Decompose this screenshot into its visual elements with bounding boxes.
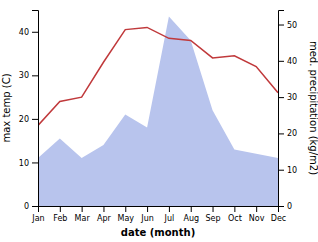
tick-mark — [147, 206, 148, 212]
tick-mark — [32, 162, 38, 163]
tick-label: Jul — [164, 214, 175, 223]
axis-line — [32, 11, 39, 207]
tick-mark — [169, 206, 170, 212]
tick: 0 — [278, 202, 292, 211]
y-axis: 0 10 20 30 40 — [19, 11, 39, 212]
tick-mark — [256, 206, 257, 212]
tick-mark — [125, 206, 126, 212]
tick: Sep — [206, 206, 221, 223]
tick-label: 0 — [287, 202, 292, 211]
tick: Oct — [228, 206, 242, 223]
x-axis-title: date (month) — [121, 227, 195, 238]
tick-label: 40 — [287, 57, 297, 66]
tick-mark — [32, 119, 38, 120]
tick: 30 — [278, 93, 297, 102]
axis-line — [39, 207, 279, 213]
y2-axis: 0 10 20 30 40 50 — [278, 11, 297, 212]
tick-label: 10 — [287, 166, 297, 175]
marks — [38, 17, 278, 206]
tick: Nov — [249, 206, 265, 223]
axis-line — [279, 11, 285, 207]
tick-label: May — [117, 214, 134, 223]
plot: JanFebMarAprMayJunJulAugSepOctNovDec0102… — [19, 11, 297, 223]
tick-mark — [32, 75, 38, 76]
tick: 20 — [19, 115, 38, 124]
precipitation-area — [38, 17, 278, 206]
tick-mark — [234, 206, 235, 212]
tick: 40 — [19, 28, 38, 37]
tick-label: 50 — [287, 21, 297, 30]
tick: Jun — [140, 206, 154, 223]
tick-mark — [82, 206, 83, 212]
tick: 10 — [278, 166, 297, 175]
tick: Dec — [271, 206, 286, 223]
tick-label: Dec — [271, 214, 286, 223]
tick-mark — [278, 25, 284, 26]
tick-label: 30 — [19, 71, 29, 80]
chart: JanFebMarAprMayJunJulAugSepOctNovDec0102… — [0, 0, 318, 242]
tick: 20 — [278, 129, 297, 138]
tick-mark — [278, 97, 284, 98]
tick-label: 10 — [19, 159, 29, 168]
tick-label: Nov — [249, 214, 265, 223]
tick-label: Oct — [228, 214, 242, 223]
tick-label: 20 — [287, 129, 297, 138]
temperature-line — [38, 27, 278, 125]
tick: Mar — [75, 206, 91, 223]
tick-label: Jan — [31, 214, 44, 223]
tick-label: 0 — [24, 202, 29, 211]
tick-label: Aug — [183, 214, 199, 223]
tick-label: Feb — [53, 214, 67, 223]
tick-label: Apr — [97, 214, 112, 223]
tick: 30 — [19, 71, 38, 80]
tick: 50 — [278, 21, 297, 30]
tick-mark — [191, 206, 192, 212]
tick-mark — [32, 206, 38, 207]
tick: 40 — [278, 57, 297, 66]
y-axis-title: max temp (C) — [1, 73, 12, 142]
tick-mark — [278, 133, 284, 134]
tick-label: 30 — [287, 93, 297, 102]
tick-label: Sep — [206, 214, 221, 223]
tick-label: 40 — [19, 28, 29, 37]
x-axis: Jan Feb Mar Apr May Jun Jul Aug Sep Oct Nov Dec — [31, 206, 286, 223]
tick: 10 — [19, 159, 38, 168]
tick: Aug — [183, 206, 199, 223]
tick: 0 — [24, 202, 38, 211]
tick: Feb — [53, 206, 67, 223]
tick-label: Mar — [75, 214, 91, 223]
tick-mark — [213, 206, 214, 212]
tick-mark — [278, 206, 284, 207]
tick-mark — [103, 206, 104, 212]
tick: May — [117, 206, 134, 223]
tick-label: 20 — [19, 115, 29, 124]
tick-mark — [278, 170, 284, 171]
tick-mark — [60, 206, 61, 212]
tick-mark — [278, 61, 284, 62]
y2-axis-title: med. precipitation (kg/m2) — [308, 41, 318, 175]
tick: Jul — [164, 206, 175, 223]
tick: Jan — [31, 206, 44, 223]
tick: Apr — [97, 206, 112, 223]
tick-mark — [32, 32, 38, 33]
tick-label: Jun — [140, 214, 154, 223]
